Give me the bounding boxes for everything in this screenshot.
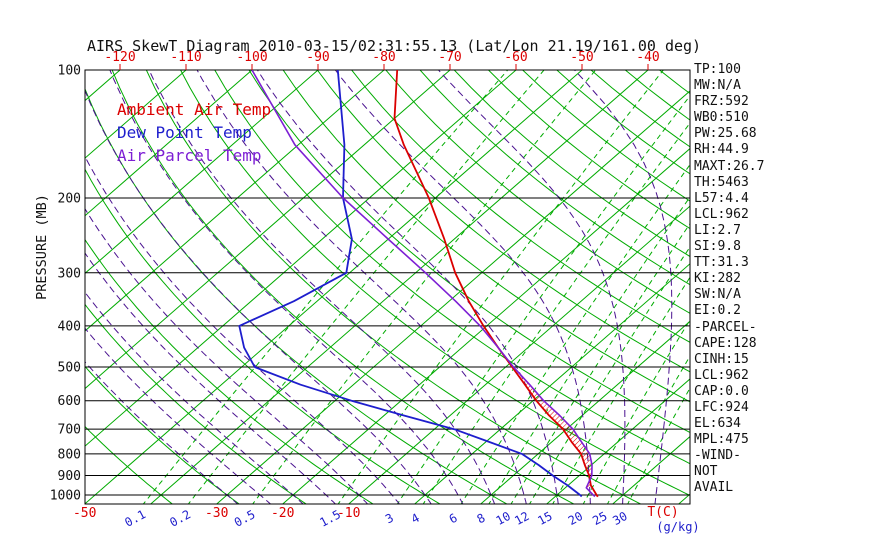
pressure-tick-label: 1000 [50,489,81,504]
stat-line: EI:0.2 [694,303,741,319]
legend: Ambient Air Temp Dew Point Temp Air Parc… [117,98,271,167]
plot-background-lines [85,70,690,504]
top-temp-label: -40 [636,50,659,65]
mixing-ratio-label: 25 [590,509,609,528]
stat-line: -WIND- [694,448,741,464]
stats-panel: TP:100 MW:N/A FRZ:592 WB0:510 PW:25.68 RH:44.… [694,62,764,497]
top-temp-label: -100 [236,50,267,65]
legend-ambient-air-temp: Ambient Air Temp [117,100,272,119]
mixing-ratio-label: 4 [409,511,422,527]
stat-line: TT:31.3 [694,255,749,271]
top-temp-label: -70 [438,50,461,65]
stat-line: MW:N/A [694,78,741,94]
stat-line: MPL:475 [694,432,749,448]
stat-line: CAP:0.0 [694,383,749,399]
mixing-unit-label: (g/kg) [656,520,699,534]
mixing-ratio-label: 10 [494,509,513,528]
mixing-ratio-label: 0.2 [167,507,193,530]
stat-line: MAXT:26.7 [694,158,765,174]
top-temp-label: -60 [504,50,527,65]
legend-dew-point-temp: Dew Point Temp [117,123,252,142]
bottom-temp-label: -30 [205,506,228,521]
stat-line: SW:N/A [694,287,741,303]
stat-line: FRZ:592 [694,94,749,110]
mixing-ratio-label: 12 [512,509,531,528]
pressure-tick-label: 700 [58,423,81,438]
top-temp-label: -90 [306,50,329,65]
stat-line: RH:44.9 [694,142,749,158]
bottom-temp-label: -50 [73,506,96,521]
stat-line: WB0:510 [694,110,749,126]
stat-line: TH:5463 [694,174,749,190]
isotherms [85,70,690,504]
stat-line: LFC:924 [694,399,749,415]
parcel-temp-trace [251,70,596,498]
dewpoint-trace [238,70,583,498]
mixing-ratio-label: 30 [610,509,629,528]
top-temp-label: -50 [570,50,593,65]
stat-line: LCL:962 [694,367,749,383]
stat-line: KI:282 [694,271,741,287]
stat-line: PW:25.68 [694,126,757,142]
pressure-tick-label: 200 [58,191,81,206]
mixing-ratio-label: 0.1 [122,507,148,530]
mixing-ratio-label: 3 [383,511,396,527]
top-temp-label: -120 [104,50,135,65]
axis-labels: 100 200 300 400 500 600 700 800 900 1000 PRESSURE … [34,50,700,534]
stat-line: LCL:962 [694,206,749,222]
moist-adiabats [85,70,673,504]
stat-line: NOT [694,464,718,480]
stat-line: -PARCEL- [694,319,757,335]
mixing-ratio-label: 6 [447,511,460,527]
pressure-axis-title: PRESSURE (MB) [34,194,50,300]
chart-title: AIRS SkewT Diagram 2010-03-15/02:31:55.1… [87,37,702,55]
stat-line: AVAIL [694,480,734,496]
bottom-temp-label: -20 [271,506,294,521]
stat-line: SI:9.8 [694,239,741,255]
pressure-tick-label: 900 [58,469,81,484]
top-temp-label: -110 [170,50,201,65]
pressure-grid [84,69,691,505]
top-temp-label: -80 [372,50,395,65]
stat-line: CINH:15 [694,351,749,367]
ambient-temp-trace [393,70,599,498]
plot-frame [84,69,691,505]
stat-line: LI:2.7 [694,222,741,238]
pressure-tick-label: 400 [58,319,81,334]
pressure-tick-label: 500 [58,361,81,376]
pressure-tick-label: 600 [58,394,81,409]
legend-air-parcel-temp: Air Parcel Temp [117,146,262,165]
pressure-tick-label: 300 [58,266,81,281]
sounding-traces [238,70,599,498]
mixing-ratio-label: 8 [475,511,488,527]
stat-line: CAPE:128 [694,335,757,351]
temp-unit-label: T(C) [647,505,678,520]
pressure-tick-label: 100 [58,64,81,79]
stat-line: L57:4.4 [694,190,749,206]
stat-line: TP:100 [694,62,741,77]
stat-line: EL:634 [694,416,741,432]
bottom-temp-label: -10 [337,506,360,521]
mixing-ratio-label: 0.5 [232,507,258,530]
pressure-tick-label: 800 [58,447,81,462]
mixing-ratio-label: 20 [566,509,585,528]
mixing-ratio-label: 15 [535,509,554,528]
